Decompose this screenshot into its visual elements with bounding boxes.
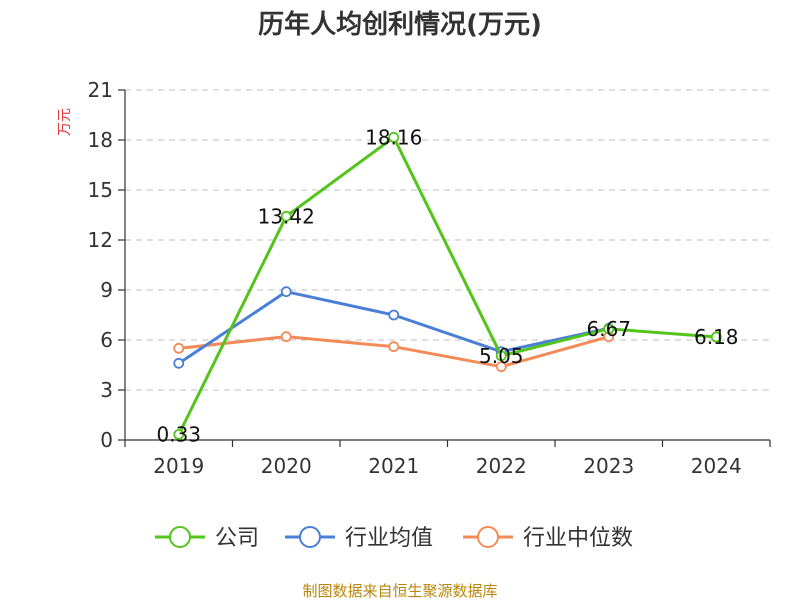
y-ticks: 0 3 6 9 12 15 18 21 [88, 78, 125, 452]
grid-lines [125, 89, 770, 391]
x-tick-label: 2022 [476, 454, 527, 478]
data-point[interactable] [173, 357, 185, 369]
data-point[interactable] [388, 341, 400, 353]
axes [124, 90, 770, 441]
x-tick-label: 2024 [691, 454, 742, 478]
data-label: 0.33 [156, 423, 201, 447]
data-point[interactable] [173, 342, 185, 354]
x-tick-label: 2021 [368, 454, 419, 478]
y-tick-label: 9 [100, 278, 113, 302]
data-point[interactable] [388, 309, 400, 321]
y-tick-label: 21 [88, 78, 113, 102]
series-line [177, 135, 717, 436]
legend-marker [169, 526, 191, 548]
legend-label: 公司 [215, 526, 259, 551]
legend-item[interactable]: 行业均值 [285, 526, 433, 551]
legend-marker [477, 526, 499, 548]
data-label: 13.42 [258, 204, 315, 228]
data-point[interactable] [280, 331, 292, 343]
legend-label: 行业均值 [345, 526, 433, 551]
x-tick-label: 2019 [153, 454, 204, 478]
series-group [173, 131, 722, 440]
data-point[interactable] [280, 210, 292, 222]
data-labels: 0.33 13.42 18.16 5.05 6.67 6.18 [156, 125, 738, 446]
data-point[interactable] [495, 361, 507, 373]
y-tick-label: 6 [100, 328, 113, 352]
chart-title: 历年人均创利情况(万元) [258, 9, 542, 40]
data-label: 5.05 [479, 344, 524, 368]
data-label: 6.18 [694, 325, 739, 349]
data-label: 6.67 [586, 317, 631, 341]
y-tick-label: 18 [88, 128, 113, 152]
data-label: 18.16 [365, 125, 422, 149]
data-point[interactable] [388, 131, 400, 143]
data-point[interactable] [710, 331, 722, 343]
data-point[interactable] [173, 429, 185, 440]
x-tick-label: 2020 [261, 454, 312, 478]
y-tick-label: 12 [88, 228, 113, 252]
y-tick-label: 0 [100, 428, 113, 452]
x-tick-label: 2023 [583, 454, 634, 478]
data-point[interactable] [495, 350, 507, 362]
y-tick-label: 15 [88, 178, 113, 202]
legend[interactable]: 公司 行业均值 行业中位数 [155, 526, 633, 551]
source-note: 制图数据来自恒生聚源数据库 [302, 582, 497, 600]
legend-item[interactable]: 行业中位数 [463, 526, 633, 551]
x-ticks: 2019 2020 2021 2022 2023 2024 [124, 440, 771, 478]
legend-item[interactable]: 公司 [155, 526, 259, 551]
data-point[interactable] [280, 286, 292, 298]
legend-label: 行业中位数 [523, 526, 633, 551]
legend-marker [299, 526, 321, 548]
y-tick-label: 3 [100, 378, 113, 402]
data-point[interactable] [603, 323, 615, 335]
y-axis-label: 万元 [57, 108, 73, 136]
